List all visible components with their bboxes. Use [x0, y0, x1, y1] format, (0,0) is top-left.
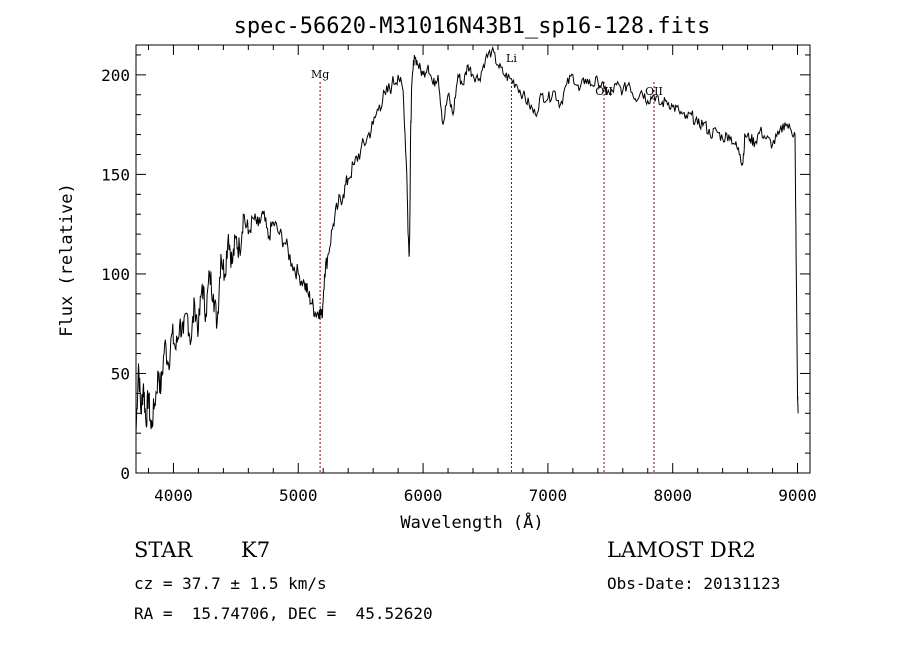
spectrum-line: [135, 45, 799, 434]
y-tick-label: 200: [101, 66, 130, 85]
survey-name: LAMOST DR2: [607, 538, 756, 562]
line-marker-label: Li: [506, 52, 517, 65]
y-tick-label: 50: [111, 364, 130, 383]
coordinates-text: RA = 15.74706, DEC = 45.52620: [134, 604, 433, 623]
x-tick-label: 6000: [404, 486, 443, 505]
object-class: STAR: [134, 538, 193, 562]
y-tick-label: 150: [101, 165, 130, 184]
line-marker-label: Mg: [311, 68, 329, 81]
spectral-line-markers: Mg Li OII OII: [311, 52, 663, 473]
chart-title: spec-56620-M31016N43B1_sp16-128.fits: [234, 14, 711, 39]
x-axis-label: Wavelength (Å): [400, 511, 543, 533]
y-tick-label: 100: [101, 265, 130, 284]
x-tick-label: 9000: [778, 486, 817, 505]
x-axis: 4000 5000 6000 7000 8000 9000: [147, 45, 817, 505]
x-tick-label: 4000: [154, 486, 193, 505]
y-tick-label: 0: [120, 464, 130, 483]
redshift-text: cz = 37.7 ± 1.5 km/s: [134, 574, 327, 593]
line-marker-label: OII: [595, 85, 613, 98]
x-tick-label: 5000: [279, 486, 318, 505]
object-subclass: K7: [241, 538, 271, 562]
y-axis-label: Flux (relative): [57, 183, 77, 337]
x-tick-label: 8000: [653, 486, 692, 505]
obs-date-text: Obs-Date: 20131123: [607, 574, 781, 593]
y-axis: 0 50 100 150 200: [101, 54, 810, 483]
x-tick-label: 7000: [529, 486, 568, 505]
line-marker-label: OII: [645, 85, 663, 98]
plot-frame: [135, 44, 811, 474]
